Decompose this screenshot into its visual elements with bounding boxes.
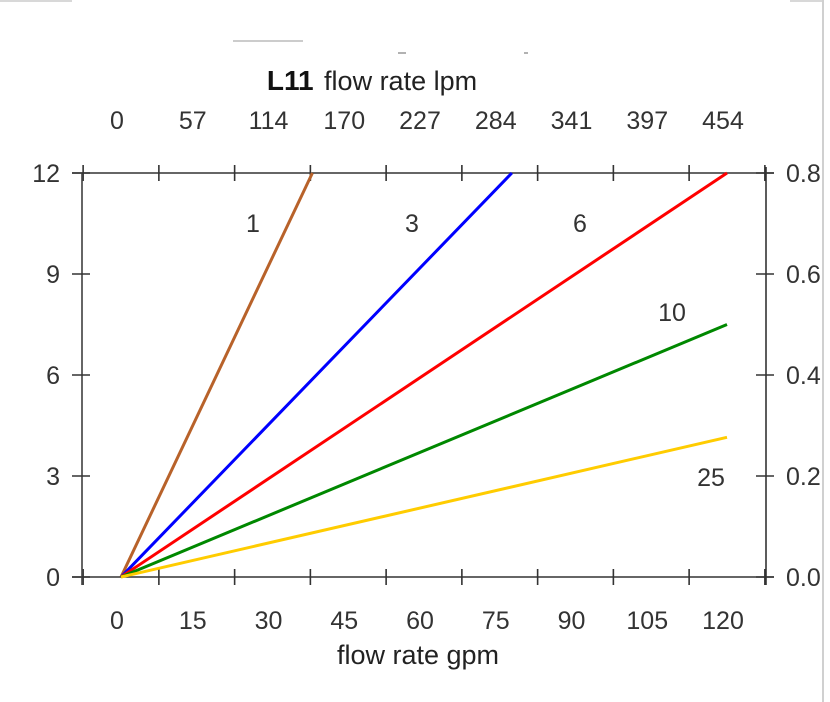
x-axis-title: flow rate gpm <box>337 640 499 670</box>
series-line-3 <box>119 171 513 579</box>
x-tick-label: 120 <box>702 607 744 635</box>
x-top-tick-label: 0 <box>110 107 124 135</box>
x-top-tick-label: 114 <box>249 107 289 135</box>
series-line-10 <box>120 323 728 579</box>
y-tick-label: 12 <box>32 160 60 188</box>
y-tick-label: 0 <box>46 564 60 592</box>
series-line-6 <box>120 171 728 579</box>
y-right-tick-label: 0.2 <box>786 463 821 491</box>
x-tick-label: 90 <box>558 607 586 635</box>
chart-title-text: flow rate lpm <box>324 66 477 96</box>
x-tick-label: 15 <box>179 607 207 635</box>
y-right-tick-label: 0.8 <box>786 160 821 188</box>
labels-group: 1 3 6 10 25 <box>246 210 725 492</box>
x-tick-label: 105 <box>626 607 668 635</box>
x-tick-label: 75 <box>482 607 510 635</box>
x-top-tick-label: 170 <box>323 107 365 135</box>
x-top-tick-label: 341 <box>551 107 593 135</box>
x-top-tick-label: 454 <box>702 107 744 135</box>
x-tick-label: 45 <box>330 607 358 635</box>
x-top-tick-label: 57 <box>179 107 207 135</box>
y-tick-label: 6 <box>46 362 60 390</box>
series-label-3: 3 <box>405 210 419 238</box>
x-tick-label: 0 <box>110 607 124 635</box>
y-right-tick-label: 0.4 <box>786 362 821 390</box>
chart-title: L11 flow rate lpm <box>267 65 477 96</box>
x-tick-label: 60 <box>406 607 434 635</box>
x-tick-label: 30 <box>255 607 283 635</box>
series-label-1: 1 <box>246 210 260 238</box>
series-line-25 <box>120 435 728 579</box>
series-group <box>119 171 728 579</box>
series-label-25: 25 <box>697 464 725 492</box>
y-right-tick-label: 0.6 <box>786 261 821 289</box>
chart-title-bold: L11 <box>267 65 314 96</box>
x-top-tick-label: 284 <box>475 107 517 135</box>
series-label-6: 6 <box>573 210 587 238</box>
x-top-tick-label: 227 <box>399 107 441 135</box>
x-top-tick-label: 397 <box>626 107 668 135</box>
series-line-1 <box>119 172 314 578</box>
y-right-tick-label: 0.0 <box>786 564 821 592</box>
y-tick-label: 3 <box>46 463 60 491</box>
y-tick-label: 9 <box>46 261 60 289</box>
series-label-10: 10 <box>658 299 686 327</box>
